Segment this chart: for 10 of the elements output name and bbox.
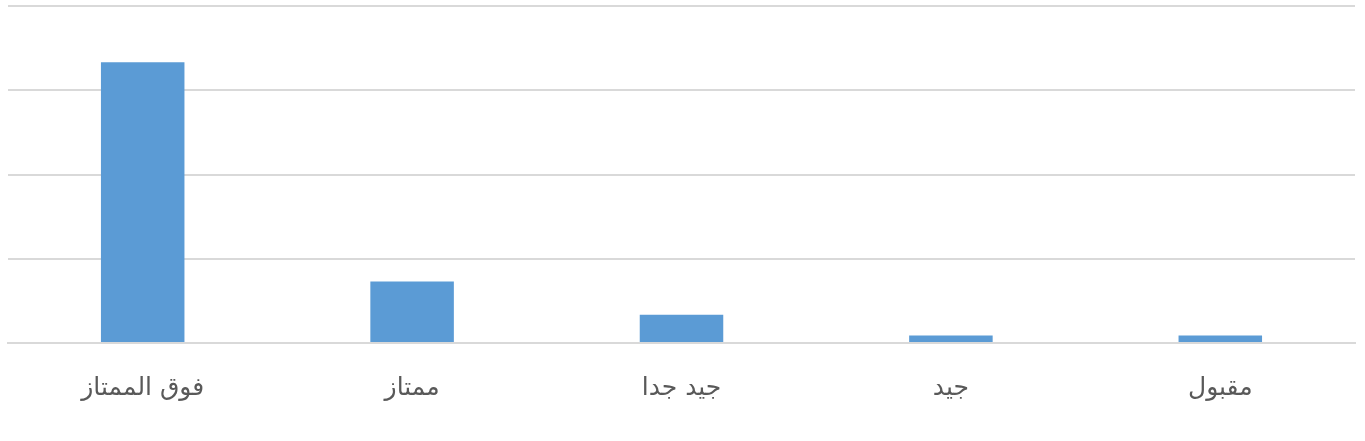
x-tick-label: ممتاز [382, 371, 440, 401]
x-tick-label: جيد جدا [641, 371, 722, 401]
bar [639, 314, 724, 342]
x-tick-label: فوق الممتاز [79, 371, 205, 401]
bar [909, 335, 993, 342]
bar [100, 62, 185, 342]
bar [370, 281, 454, 342]
bar [1178, 335, 1263, 342]
x-tick-label: جيد [932, 371, 969, 401]
x-tick-label: مقبول [1187, 371, 1253, 401]
